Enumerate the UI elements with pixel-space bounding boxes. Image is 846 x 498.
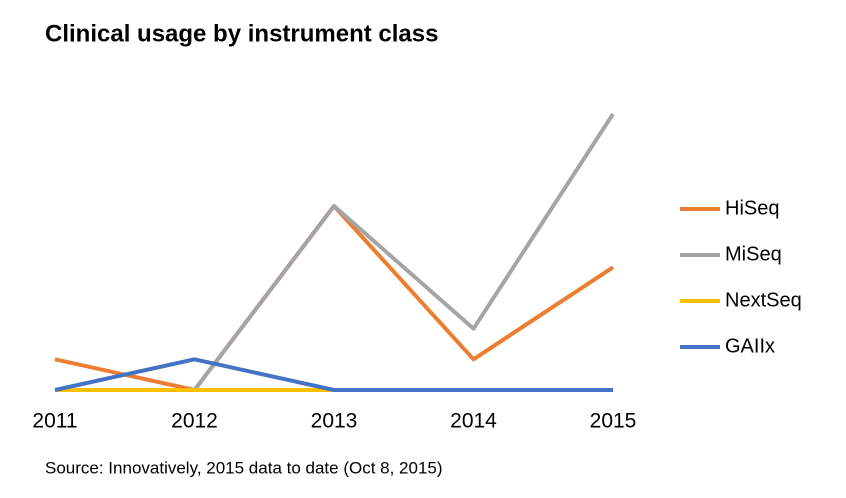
- x-tick-label: 2012: [171, 410, 218, 433]
- series-line: [54, 357, 613, 392]
- legend-label: NextSeq: [725, 289, 802, 311]
- chart-title: Clinical usage by instrument class: [45, 20, 438, 47]
- legend-label: MiSeq: [725, 243, 782, 265]
- x-tick-label: 2015: [590, 410, 637, 433]
- source-note: Source: Innovatively, 2015 data to date …: [45, 458, 443, 477]
- series-line: [192, 112, 615, 392]
- series-line: [54, 204, 615, 392]
- x-tick-label: 2013: [311, 410, 358, 433]
- legend-label: GAIIx: [725, 335, 775, 357]
- legend-label: HiSeq: [725, 197, 779, 219]
- x-tick-label: 2014: [450, 410, 497, 433]
- x-tick-label: 2011: [32, 410, 77, 433]
